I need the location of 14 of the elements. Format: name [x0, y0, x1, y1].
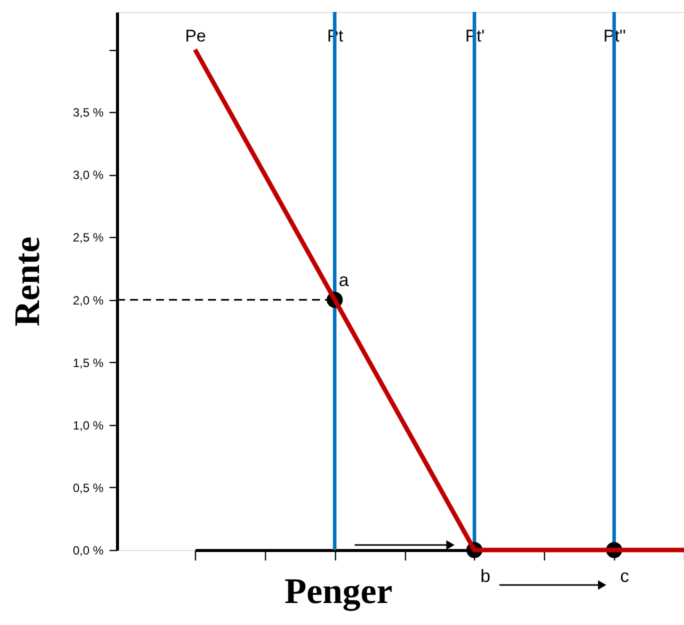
y-tick-label: 0,5 % — [72, 480, 104, 495]
y-axis-title: Rente — [6, 236, 47, 326]
data-label: b — [480, 566, 490, 586]
y-tick-label: 2,0 % — [72, 293, 104, 308]
y-tick-label: 2,5 % — [72, 230, 104, 245]
x-tick-label: Pe — [185, 26, 206, 46]
y-tick-label: 1,5 % — [72, 356, 104, 370]
data-label: c — [620, 566, 630, 586]
y-tick-label: 3,5 % — [72, 106, 104, 120]
y-tick-label: 0,0 % — [72, 544, 104, 558]
x-axis-title: Penger — [284, 571, 392, 612]
y-tick-label: 1,0 % — [72, 418, 104, 432]
y-tick-label: 3,0 % — [72, 168, 104, 182]
data-label: a — [338, 270, 350, 290]
